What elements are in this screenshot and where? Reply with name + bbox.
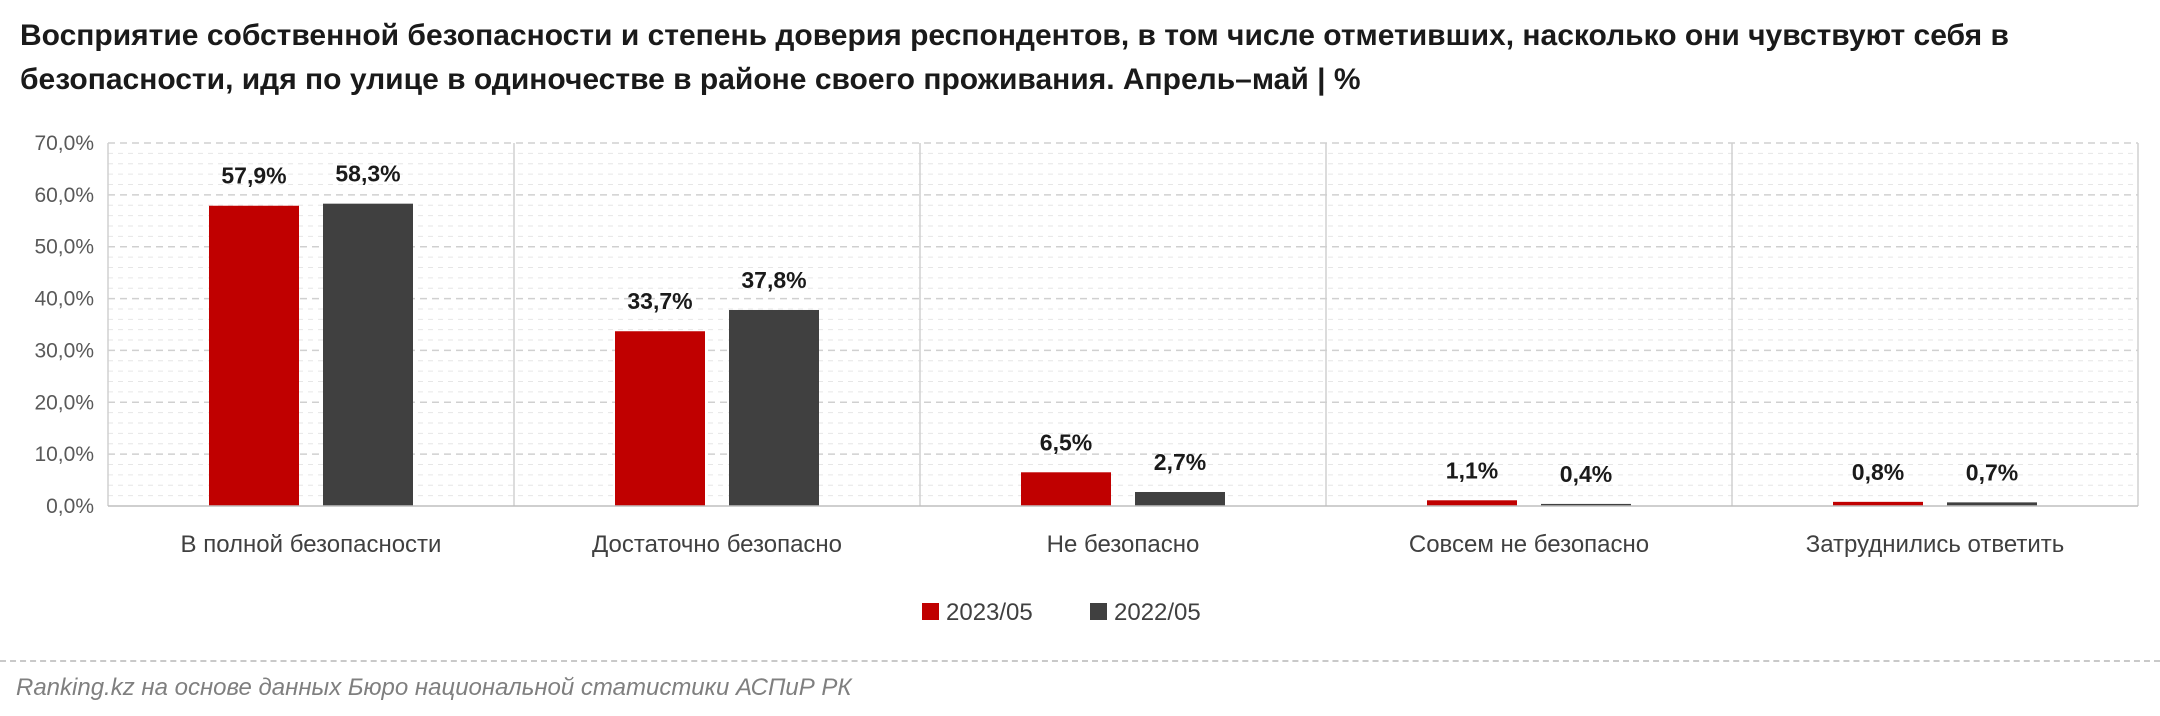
x-tick-label: Затруднились ответить bbox=[1806, 531, 2065, 558]
source-note: Ranking.kz на основе данных Бюро национа… bbox=[16, 674, 852, 701]
bar bbox=[1947, 502, 2037, 506]
data-label: 37,8% bbox=[741, 267, 806, 293]
bar bbox=[1135, 491, 1225, 506]
legend-swatch bbox=[1090, 603, 1107, 620]
bar bbox=[615, 331, 705, 506]
category-separators bbox=[107, 143, 2139, 506]
y-tick-label: 0,0% bbox=[46, 495, 94, 518]
data-label: 6,5% bbox=[1040, 429, 1092, 455]
grid-lines bbox=[108, 142, 2138, 497]
data-label: 0,7% bbox=[1966, 459, 2018, 485]
bar bbox=[1833, 501, 1923, 506]
bar bbox=[729, 309, 819, 506]
bar bbox=[323, 203, 413, 506]
bar bbox=[1021, 472, 1111, 506]
data-label: 1,1% bbox=[1446, 457, 1498, 483]
y-tick-label: 40,0% bbox=[34, 288, 94, 311]
y-tick-label: 30,0% bbox=[34, 339, 94, 362]
y-axis: 0,0% 10,0% 20,0% 30,0% 40,0% 50,0% 60,0% 70,0% bbox=[34, 132, 94, 518]
x-tick-label: Не безопасно bbox=[1047, 531, 1200, 558]
x-tick-label: В полной безопасности bbox=[181, 531, 442, 558]
x-tick-label: Достаточно безопасно bbox=[592, 531, 842, 558]
legend: 2023/05 2022/05 bbox=[922, 599, 1201, 626]
x-tick-label: Совсем не безопасно bbox=[1409, 531, 1649, 558]
x-axis: В полной безопасности Достаточно безопасн… bbox=[108, 505, 2138, 558]
bars bbox=[209, 203, 2037, 507]
data-labels: 57,9% 58,3% 33,7% 37,8% 6,5% 2,7% 1,1% 0,4% 0,8%… bbox=[221, 161, 2018, 487]
data-label: 33,7% bbox=[627, 288, 692, 314]
bar bbox=[1427, 500, 1517, 506]
data-label: 0,8% bbox=[1852, 459, 1904, 485]
y-tick-label: 50,0% bbox=[34, 236, 94, 259]
legend-label: 2022/05 bbox=[1114, 599, 1201, 626]
legend-label: 2023/05 bbox=[946, 599, 1033, 626]
data-label: 58,3% bbox=[335, 161, 400, 187]
bar-chart: 0,0%10,0%20,0%30,0%40,0%50,0%60,0%70,0% … bbox=[34, 132, 2139, 626]
legend-swatch bbox=[922, 603, 939, 620]
data-label: 2,7% bbox=[1154, 449, 1206, 475]
data-label: 57,9% bbox=[221, 163, 286, 189]
data-label: 0,4% bbox=[1560, 461, 1612, 487]
y-tick-label: 10,0% bbox=[34, 443, 94, 466]
bar bbox=[209, 205, 299, 507]
y-tick-label: 60,0% bbox=[34, 184, 94, 207]
chart-title: Восприятие собственной безопасности и ст… bbox=[20, 19, 2009, 96]
y-tick-label: 70,0% bbox=[34, 132, 94, 155]
y-tick-label: 20,0% bbox=[34, 391, 94, 414]
bar bbox=[1541, 503, 1631, 506]
source-divider bbox=[0, 660, 2160, 662]
